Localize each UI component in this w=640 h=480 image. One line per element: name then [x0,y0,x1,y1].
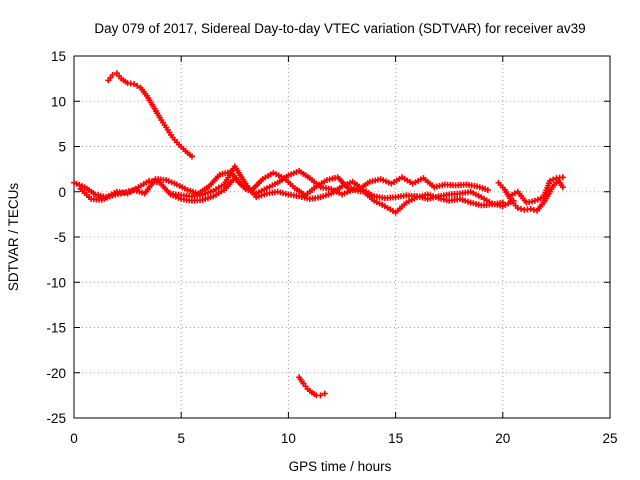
data-point [559,184,566,191]
x-axis-label: GPS time / hours [289,459,392,474]
y-tick-label: 5 [58,140,66,155]
data-point [131,81,138,88]
data-point [518,205,525,212]
x-tick-label: 10 [281,431,296,446]
y-tick-label: 15 [51,49,66,64]
x-tick-label: 15 [388,431,403,446]
data-point [317,392,324,399]
data-marks [71,70,566,399]
data-point [546,177,553,184]
data-point [530,206,537,213]
x-tick-label: 0 [70,431,78,446]
y-tick-label: -20 [46,366,66,381]
series-track-high-early [105,70,195,160]
x-tick-label: 20 [495,431,510,446]
data-point [109,72,116,79]
series-track-baseline-c [167,163,517,210]
y-tick-label: 0 [58,185,66,200]
y-axis-label: SDTVAR / TECUs [6,183,21,292]
series-track-late-b [506,174,566,206]
y-tick-label: 10 [51,94,66,109]
y-tick-label: -10 [46,275,66,290]
data-point [527,205,534,212]
chart-title: Day 079 of 2017, Sidereal Day-to-day VTE… [94,21,585,36]
series-track-late [495,177,566,214]
data-point [559,174,566,181]
data-point [134,82,141,89]
x-tick-label: 5 [177,431,185,446]
y-tick-label: -25 [46,411,66,426]
axis-ticks: 0 5 10 15 20 25 15 10 5 0 -5 -10 -15 -20 -25 [46,49,617,446]
y-tick-label: -15 [46,321,66,336]
x-tick-label: 25 [602,431,617,446]
data-point [484,186,491,193]
data-point [321,390,328,397]
data-point [550,176,557,183]
data-point [188,153,195,160]
data-point [514,205,521,212]
y-tick-label: -5 [54,230,66,245]
series-track-low-midday [296,374,328,399]
